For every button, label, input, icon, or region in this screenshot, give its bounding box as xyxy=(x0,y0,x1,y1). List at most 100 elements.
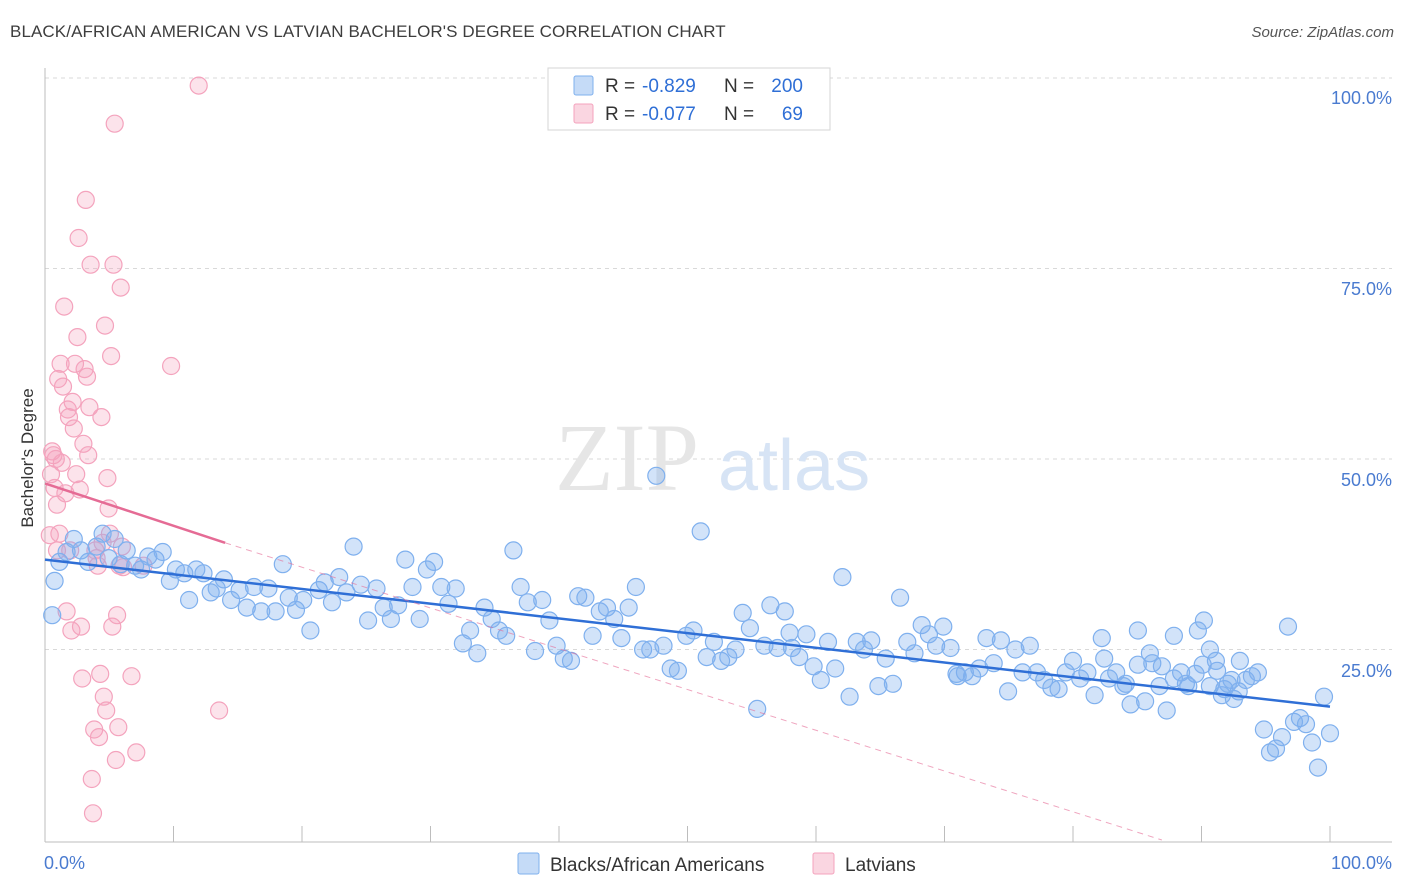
latvian-point xyxy=(127,743,146,762)
x-tick-max: 100.0% xyxy=(1331,853,1392,873)
black-point xyxy=(1128,655,1148,674)
black-point xyxy=(733,603,752,623)
series-legend-label-blue: Blacks/African Americans xyxy=(550,855,764,876)
latvian-point xyxy=(77,367,97,386)
black-point xyxy=(1272,727,1292,747)
latvian-point xyxy=(122,667,141,686)
black-point xyxy=(668,661,688,680)
black-point xyxy=(654,636,673,655)
latvian-point xyxy=(92,408,111,427)
black-point xyxy=(1200,640,1220,659)
black-point xyxy=(919,625,939,644)
black-point xyxy=(1308,758,1328,777)
black-point xyxy=(1085,686,1104,705)
latvian-trend-line xyxy=(44,482,226,545)
x-tick-min: 0.0% xyxy=(44,853,85,873)
black-point xyxy=(576,588,595,607)
black-point xyxy=(117,541,136,560)
black-point xyxy=(79,552,98,572)
latvian-point xyxy=(97,701,116,720)
black-point xyxy=(322,593,342,612)
black-point xyxy=(1140,644,1160,663)
black-point xyxy=(847,632,866,652)
black-point xyxy=(977,628,996,648)
black-point xyxy=(1296,715,1316,734)
legend-swatch-pink xyxy=(573,103,594,124)
black-point xyxy=(1314,687,1334,706)
black-point xyxy=(740,619,760,638)
y-tick-100: 100.0% xyxy=(1331,88,1392,108)
black-point xyxy=(1218,674,1238,693)
black-point xyxy=(1266,739,1286,758)
watermark: ZIP atlas xyxy=(555,404,870,511)
black-point xyxy=(432,577,451,597)
black-point xyxy=(237,598,256,617)
black-trend-line xyxy=(44,558,1331,708)
black-point xyxy=(1095,649,1114,668)
latvian-point xyxy=(68,328,87,347)
black-point xyxy=(540,611,559,630)
black-point xyxy=(775,602,794,621)
black-point xyxy=(1302,733,1322,752)
black-point xyxy=(1020,636,1039,655)
black-point xyxy=(367,579,386,598)
black-point xyxy=(446,579,465,598)
y-tick-50: 50.0% xyxy=(1341,470,1392,490)
latvian-point xyxy=(69,228,88,248)
black-point xyxy=(1186,664,1205,684)
latvian-point xyxy=(73,669,92,688)
black-point xyxy=(597,598,617,617)
legend-r-label-1: R = xyxy=(605,76,635,97)
black-point xyxy=(525,641,545,661)
black-point xyxy=(912,615,931,635)
chart-source: Source: ZipAtlas.com xyxy=(1251,24,1394,41)
black-point xyxy=(890,588,910,607)
latvian-point xyxy=(109,718,128,737)
black-point xyxy=(1248,663,1268,682)
black-point xyxy=(840,687,859,706)
black-point xyxy=(1200,676,1220,696)
black-point xyxy=(583,626,602,645)
black-point xyxy=(1188,621,1208,640)
black-point xyxy=(417,560,436,579)
black-point xyxy=(468,644,487,663)
black-point xyxy=(259,579,278,598)
black-points xyxy=(43,466,1340,777)
black-point xyxy=(569,587,588,606)
black-point xyxy=(252,602,271,621)
black-point xyxy=(626,577,646,597)
black-point xyxy=(511,577,530,597)
latvian-point xyxy=(79,446,98,465)
black-point xyxy=(1157,701,1176,720)
black-point xyxy=(826,659,845,678)
black-point xyxy=(359,611,378,630)
latvian-point xyxy=(111,278,130,297)
black-point xyxy=(633,640,653,659)
black-point xyxy=(661,659,680,678)
legend-swatch-blue xyxy=(573,75,594,96)
black-point xyxy=(1063,651,1083,671)
y-tick-25: 25.0% xyxy=(1341,661,1392,681)
black-point xyxy=(898,632,917,652)
black-point xyxy=(461,621,480,640)
black-point xyxy=(691,522,710,541)
black-point xyxy=(1135,692,1155,711)
legend-n-label-1: N = xyxy=(724,76,754,97)
black-point xyxy=(1128,621,1148,640)
black-point xyxy=(153,542,172,562)
latvian-point xyxy=(53,377,73,396)
black-point xyxy=(941,638,960,658)
black-point xyxy=(396,550,415,569)
black-point xyxy=(1164,669,1184,688)
black-point xyxy=(475,598,494,617)
y-axis-label: Bachelor's Degree xyxy=(18,388,37,527)
black-point xyxy=(1164,626,1184,645)
latvian-point xyxy=(62,621,81,640)
latvian-point xyxy=(81,255,100,274)
latvian-point xyxy=(105,114,124,133)
latvian-point xyxy=(76,190,95,209)
latvian-point xyxy=(82,769,101,789)
latvian-point xyxy=(101,347,121,366)
latvian-point xyxy=(98,469,117,488)
black-point xyxy=(684,621,703,640)
